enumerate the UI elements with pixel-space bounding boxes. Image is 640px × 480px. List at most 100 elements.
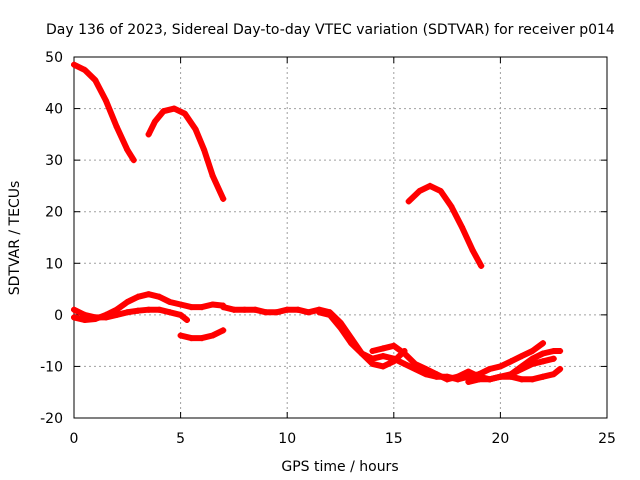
data-point bbox=[433, 371, 440, 378]
data-point bbox=[71, 306, 77, 313]
data-point bbox=[427, 182, 434, 189]
data-point bbox=[390, 355, 397, 362]
x-tick-label: 20 bbox=[491, 431, 509, 447]
data-point bbox=[192, 126, 199, 133]
data-point bbox=[369, 360, 376, 367]
data-point bbox=[337, 324, 344, 331]
data-point bbox=[416, 188, 423, 195]
data-point bbox=[71, 314, 77, 321]
data-point bbox=[71, 61, 77, 68]
series-arc-2 bbox=[145, 105, 227, 202]
data-point bbox=[81, 66, 88, 73]
data-point bbox=[380, 345, 387, 352]
data-point bbox=[209, 332, 216, 339]
series-arc-3 bbox=[405, 182, 485, 269]
data-point bbox=[81, 311, 88, 318]
data-point bbox=[529, 355, 536, 362]
data-point bbox=[152, 118, 159, 125]
data-point bbox=[113, 306, 120, 313]
data-point bbox=[166, 309, 173, 316]
data-point bbox=[454, 373, 461, 380]
data-point bbox=[486, 376, 493, 383]
series-arc-1 bbox=[71, 61, 137, 164]
data-point bbox=[390, 342, 397, 349]
data-point bbox=[198, 304, 205, 311]
data-point bbox=[437, 188, 444, 195]
data-point bbox=[478, 262, 485, 269]
chart-title: Day 136 of 2023, Sidereal Day-to-day VTE… bbox=[46, 22, 615, 38]
data-point bbox=[241, 306, 248, 313]
data-point bbox=[124, 298, 131, 305]
data-point bbox=[540, 358, 547, 365]
data-point bbox=[422, 366, 429, 373]
data-point bbox=[444, 376, 451, 383]
x-tick-label: 5 bbox=[176, 431, 185, 447]
x-axis-label: GPS time / hours bbox=[281, 459, 398, 475]
data-point bbox=[160, 108, 167, 115]
data-point bbox=[369, 347, 376, 354]
data-point bbox=[177, 301, 184, 308]
data-point bbox=[220, 195, 227, 202]
data-point bbox=[405, 198, 412, 205]
series-track-5 bbox=[316, 309, 547, 383]
data-point bbox=[113, 311, 120, 318]
data-point bbox=[412, 360, 419, 367]
y-tick-label: 50 bbox=[45, 50, 63, 66]
data-point bbox=[557, 366, 564, 373]
x-tick-label: 25 bbox=[598, 431, 616, 447]
data-point bbox=[469, 247, 476, 254]
series-track-7 bbox=[465, 366, 564, 385]
data-point bbox=[209, 172, 216, 179]
data-point bbox=[284, 306, 291, 313]
data-point bbox=[316, 309, 323, 316]
data-point bbox=[134, 307, 141, 314]
y-tick-label: 40 bbox=[45, 102, 63, 118]
x-tick-label: 15 bbox=[385, 431, 403, 447]
data-point bbox=[326, 311, 333, 318]
y-tick-label: -10 bbox=[40, 359, 63, 375]
data-point bbox=[508, 371, 515, 378]
x-tick-label: 0 bbox=[70, 431, 79, 447]
data-point bbox=[497, 363, 504, 370]
data-point bbox=[92, 77, 99, 84]
data-point bbox=[550, 347, 557, 354]
data-point bbox=[201, 146, 208, 153]
data-point bbox=[369, 355, 376, 362]
data-point bbox=[529, 376, 536, 383]
data-point bbox=[294, 306, 301, 313]
data-point bbox=[497, 373, 504, 380]
data-point bbox=[476, 376, 483, 383]
data-point bbox=[401, 360, 408, 367]
series-line bbox=[465, 366, 564, 385]
data-point bbox=[220, 304, 227, 311]
data-point bbox=[156, 293, 163, 300]
data-point bbox=[348, 340, 355, 347]
data-point bbox=[145, 131, 152, 138]
plot-frame bbox=[73, 56, 608, 419]
data-point bbox=[230, 306, 237, 313]
data-point bbox=[557, 347, 564, 354]
data-point bbox=[401, 350, 408, 357]
data-point bbox=[358, 350, 365, 357]
y-tick-label: 20 bbox=[45, 205, 63, 221]
data-point bbox=[550, 371, 557, 378]
y-tick-label: 10 bbox=[45, 256, 63, 272]
data-point bbox=[262, 309, 269, 316]
data-point bbox=[102, 314, 109, 321]
data-point bbox=[380, 363, 387, 370]
data-point bbox=[188, 335, 195, 342]
data-point bbox=[486, 366, 493, 373]
data-point bbox=[92, 314, 99, 321]
data-point bbox=[518, 363, 525, 370]
series-track-8 bbox=[508, 347, 564, 378]
data-point bbox=[252, 306, 259, 313]
x-tick-label: 10 bbox=[278, 431, 296, 447]
data-point bbox=[209, 301, 216, 308]
data-point bbox=[220, 327, 227, 334]
data-point bbox=[550, 355, 557, 362]
data-point bbox=[181, 110, 188, 117]
series-group bbox=[71, 61, 564, 385]
data-point bbox=[198, 335, 205, 342]
